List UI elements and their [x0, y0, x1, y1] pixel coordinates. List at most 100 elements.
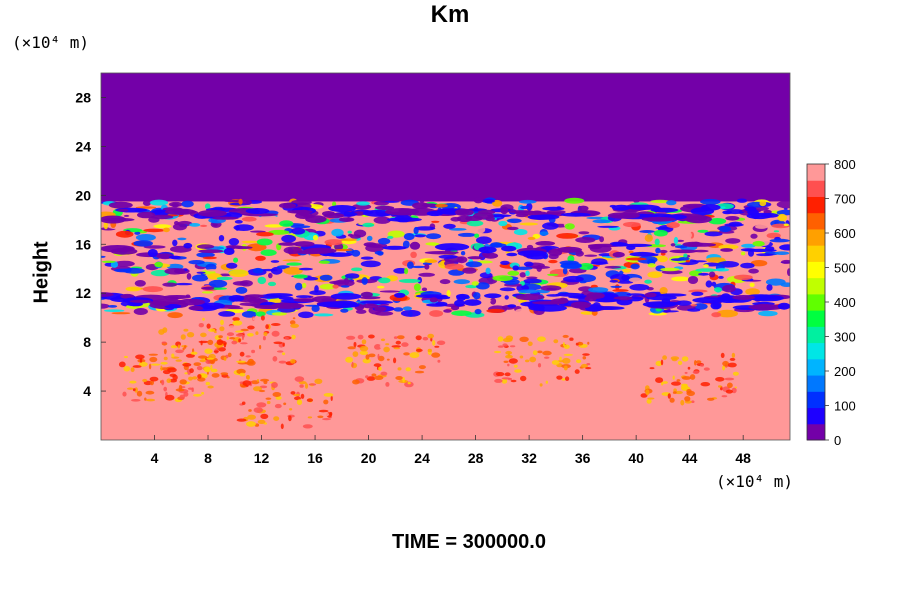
field-blob [657, 255, 668, 263]
field-plume [144, 397, 147, 401]
field-streak [592, 306, 625, 310]
field-streak [375, 205, 395, 210]
field-streak [710, 302, 721, 310]
field-plume [170, 345, 178, 349]
field-plume [575, 342, 579, 346]
field-blob [506, 230, 515, 238]
field-streak [360, 300, 394, 305]
field-plume [242, 380, 252, 387]
field-blob [218, 235, 225, 242]
field-blob [725, 238, 741, 244]
field-blob [650, 199, 670, 204]
field-plume [271, 323, 281, 326]
field-plume [330, 395, 333, 401]
field-streak [507, 304, 517, 308]
field-streak [454, 208, 474, 216]
field-blob [556, 233, 579, 239]
field-blob [648, 312, 667, 316]
field-blob [626, 293, 645, 296]
field-blob [697, 229, 709, 233]
field-blob [435, 203, 448, 208]
field-blob [708, 218, 727, 225]
field-blob [135, 234, 156, 241]
field-plume [183, 391, 189, 397]
field-blob [255, 311, 266, 317]
field-blob [252, 267, 264, 274]
field-blob [410, 251, 417, 258]
field-blob [685, 260, 691, 263]
field-plume [539, 383, 543, 387]
field-streak [451, 305, 460, 311]
field-plume [183, 328, 189, 332]
field-blob [451, 310, 472, 317]
field-blob [748, 268, 759, 274]
field-blob [498, 220, 508, 227]
field-blob [563, 275, 584, 283]
field-plume [561, 378, 566, 381]
field-plume [368, 334, 375, 339]
field-blob [142, 286, 164, 293]
field-plume [519, 355, 524, 359]
field-plume [507, 363, 510, 367]
field-blob [691, 291, 704, 296]
colorbar-tick-label: 0 [834, 433, 841, 448]
field-plume [576, 359, 582, 364]
field-blob [302, 282, 307, 289]
field-streak [168, 255, 181, 260]
field-plume [239, 372, 246, 377]
field-plume [361, 339, 367, 345]
field-plume [247, 333, 254, 337]
field-blob [787, 268, 790, 276]
field-plume [299, 384, 304, 388]
field-blob [612, 289, 629, 292]
field-plume [674, 390, 683, 395]
field-streak [429, 297, 438, 303]
colorbar-tick-label: 600 [834, 226, 856, 241]
field-blob [226, 262, 238, 269]
field-plume [175, 359, 182, 362]
colorbar-swatch [807, 407, 825, 425]
field-plume [272, 392, 282, 397]
field-blob [362, 222, 375, 228]
field-plume [160, 365, 163, 371]
field-streak [682, 241, 704, 247]
field-plume [495, 372, 505, 377]
field-blob [414, 234, 427, 238]
field-streak [183, 242, 193, 249]
field-plume [329, 411, 333, 416]
field-plume [700, 382, 711, 387]
field-blob [216, 276, 233, 281]
field-plume [247, 414, 256, 420]
field-plume [256, 379, 260, 382]
field-blob [528, 270, 550, 275]
field-blob [505, 251, 510, 254]
field-blob [733, 274, 753, 280]
field-plume [251, 349, 256, 354]
field-streak [188, 305, 204, 311]
field-blob [512, 265, 519, 271]
field-blob [675, 300, 692, 306]
field-plume [277, 416, 284, 421]
field-blob [397, 255, 408, 258]
field-plume [182, 362, 192, 367]
field-plume [288, 415, 292, 422]
field-blob [564, 223, 575, 230]
field-blob [294, 282, 303, 291]
field-plume [253, 407, 263, 413]
field-blob [174, 221, 179, 225]
field-blob [578, 231, 590, 235]
field-blob [403, 233, 415, 241]
field-blob [319, 274, 333, 281]
colorbar-swatch [807, 261, 825, 279]
field-blob [674, 245, 688, 249]
field-blob [443, 223, 456, 229]
field-plume [686, 389, 692, 394]
field-plume [724, 377, 735, 381]
field-streak [293, 298, 318, 302]
field-plume [219, 326, 225, 332]
field-blob [539, 231, 549, 236]
field-blob [360, 260, 381, 268]
field-plume [229, 337, 236, 340]
field-blob [153, 224, 172, 229]
field-streak [360, 291, 373, 298]
